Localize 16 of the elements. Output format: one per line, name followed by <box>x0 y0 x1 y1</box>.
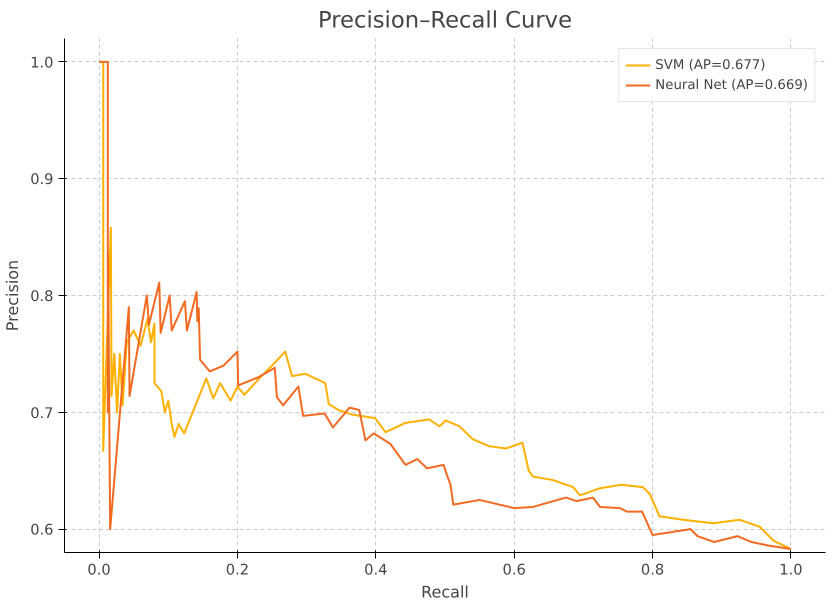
y-tick-label: 0.7 <box>30 404 54 422</box>
y-tick-label: 0.6 <box>30 522 54 539</box>
chart-title: Precision–Recall Curve <box>318 8 572 34</box>
x-tick-label: 0.4 <box>364 562 388 578</box>
x-axis-title: Recall <box>421 582 469 602</box>
x-tick-label: 0.0 <box>87 562 111 578</box>
y-axis-title: Precision <box>3 260 22 332</box>
legend-label: SVM (AP=0.677) <box>655 58 766 72</box>
x-tick-label: 0.2 <box>226 562 250 578</box>
y-tick-label: 1.0 <box>30 54 54 72</box>
legend-label: Neural Net (AP=0.669) <box>655 78 808 92</box>
x-tick-label: 0.8 <box>640 562 664 578</box>
y-tick-label: 0.8 <box>30 288 54 305</box>
x-tick-label: 0.6 <box>502 562 526 578</box>
y-tick-label: 0.9 <box>30 171 54 188</box>
x-tick-label: 1.0 <box>779 562 803 578</box>
